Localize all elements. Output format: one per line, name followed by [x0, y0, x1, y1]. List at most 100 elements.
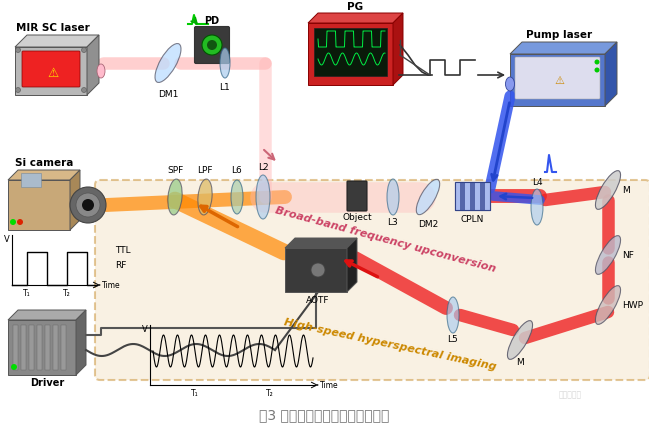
Circle shape — [16, 48, 21, 53]
Bar — [21, 325, 26, 370]
Ellipse shape — [595, 285, 620, 324]
Polygon shape — [308, 23, 393, 85]
FancyBboxPatch shape — [22, 51, 80, 87]
Bar — [470, 182, 475, 210]
Bar — [37, 325, 42, 370]
Text: L3: L3 — [387, 218, 398, 227]
Text: SPF: SPF — [167, 166, 183, 175]
Polygon shape — [393, 13, 403, 85]
Circle shape — [311, 263, 325, 277]
Text: ⚠: ⚠ — [554, 76, 564, 86]
Text: M: M — [516, 358, 524, 367]
Circle shape — [594, 68, 600, 72]
Text: PG: PG — [347, 2, 363, 12]
Ellipse shape — [168, 179, 182, 215]
Bar — [13, 325, 18, 370]
Text: NF: NF — [622, 250, 634, 259]
Polygon shape — [8, 310, 86, 320]
Ellipse shape — [155, 44, 181, 83]
Text: 图3 中红外高速高光谱成像装置图: 图3 中红外高速高光谱成像装置图 — [259, 408, 389, 422]
Polygon shape — [308, 13, 403, 23]
Text: V: V — [142, 325, 148, 334]
Bar — [314, 28, 387, 76]
Ellipse shape — [506, 77, 515, 91]
Text: L2: L2 — [258, 163, 268, 172]
FancyBboxPatch shape — [455, 182, 490, 210]
Circle shape — [76, 193, 100, 217]
Bar — [21, 173, 41, 187]
Ellipse shape — [231, 180, 243, 214]
Ellipse shape — [97, 64, 105, 78]
Text: L5: L5 — [448, 335, 458, 344]
Ellipse shape — [531, 189, 543, 225]
Polygon shape — [8, 170, 80, 180]
Text: Broad-band frequency upconversion: Broad-band frequency upconversion — [273, 205, 496, 274]
Bar — [485, 182, 490, 210]
Text: Time: Time — [320, 380, 339, 389]
Ellipse shape — [595, 171, 620, 209]
FancyBboxPatch shape — [195, 27, 230, 63]
Circle shape — [70, 187, 106, 223]
Ellipse shape — [387, 179, 399, 215]
Text: Time: Time — [102, 280, 121, 289]
Text: Driver: Driver — [30, 378, 64, 388]
Circle shape — [202, 35, 222, 55]
Text: High-speed hyperspectral imaging: High-speed hyperspectral imaging — [283, 318, 497, 372]
Text: T₁: T₁ — [23, 289, 31, 298]
Polygon shape — [87, 35, 99, 95]
Bar — [460, 182, 465, 210]
Text: M: M — [622, 185, 630, 194]
Text: T₂: T₂ — [266, 389, 274, 398]
Polygon shape — [510, 54, 605, 106]
Circle shape — [17, 219, 23, 225]
FancyBboxPatch shape — [515, 57, 600, 99]
Polygon shape — [347, 238, 357, 292]
Circle shape — [10, 219, 16, 225]
Bar — [480, 182, 485, 210]
Text: PD: PD — [204, 16, 219, 26]
Text: DM2: DM2 — [418, 220, 438, 229]
Polygon shape — [8, 180, 70, 230]
FancyBboxPatch shape — [95, 180, 649, 380]
Ellipse shape — [447, 297, 459, 333]
Text: CPLN: CPLN — [460, 215, 484, 224]
Polygon shape — [15, 35, 99, 47]
Text: L6: L6 — [232, 166, 242, 175]
Text: V: V — [5, 235, 10, 244]
Ellipse shape — [220, 48, 230, 78]
Bar — [465, 182, 470, 210]
Circle shape — [11, 364, 17, 370]
Polygon shape — [15, 47, 87, 95]
Text: HWP: HWP — [622, 300, 643, 309]
Polygon shape — [70, 170, 80, 230]
Text: Object: Object — [342, 213, 372, 222]
FancyBboxPatch shape — [347, 181, 367, 211]
Circle shape — [82, 48, 86, 53]
Text: LPF: LPF — [197, 166, 213, 175]
Text: AOTF: AOTF — [306, 296, 330, 305]
Bar — [45, 325, 50, 370]
Circle shape — [82, 199, 94, 211]
Bar — [455, 182, 460, 210]
Polygon shape — [510, 42, 617, 54]
Polygon shape — [605, 42, 617, 106]
Ellipse shape — [595, 236, 620, 274]
Polygon shape — [285, 238, 357, 248]
Ellipse shape — [256, 175, 270, 219]
Ellipse shape — [508, 321, 533, 360]
Text: Si camera: Si camera — [15, 158, 73, 168]
Text: TTL: TTL — [115, 246, 130, 255]
Polygon shape — [76, 310, 86, 375]
Text: DM1: DM1 — [158, 90, 178, 99]
Text: Pump laser: Pump laser — [526, 30, 592, 40]
Text: T₂: T₂ — [63, 289, 71, 298]
Bar — [475, 182, 480, 210]
Text: L1: L1 — [219, 83, 230, 92]
Polygon shape — [8, 320, 76, 375]
Text: ⚠: ⚠ — [47, 66, 58, 80]
Ellipse shape — [416, 179, 439, 215]
Circle shape — [82, 87, 86, 92]
Circle shape — [207, 40, 217, 50]
Text: T₁: T₁ — [191, 389, 199, 398]
Bar — [61, 325, 66, 370]
